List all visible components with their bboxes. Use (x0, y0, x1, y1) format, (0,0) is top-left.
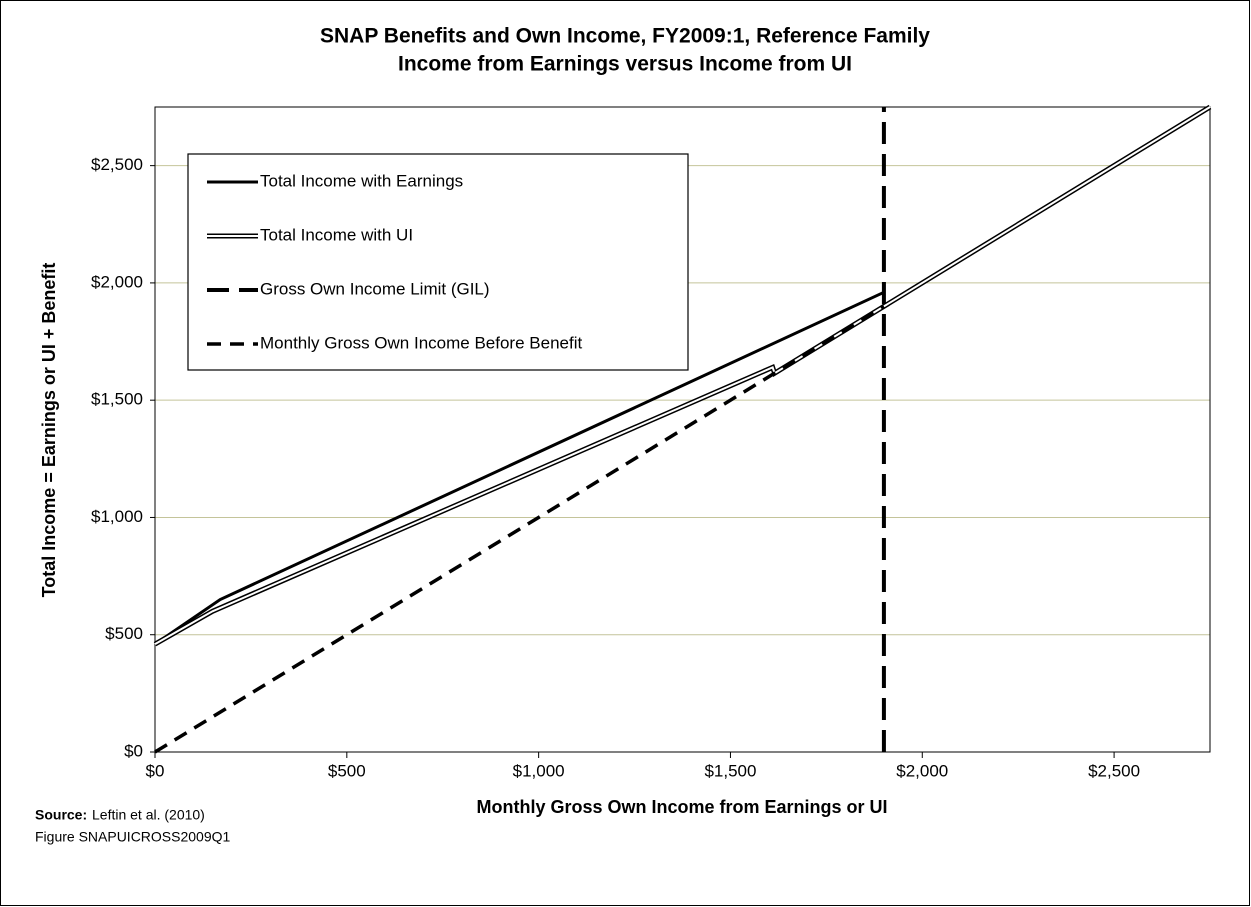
plot-border (154, 106, 1211, 753)
x-tick-label: $2,000 (896, 761, 948, 780)
source: Leftin et al. (2010) (92, 807, 205, 823)
y-tick-label: $500 (105, 624, 143, 643)
legend-label: Monthly Gross Own Income Before Benefit (260, 333, 582, 352)
legend-label: Total Income with UI (260, 225, 413, 244)
x-tick-label: $1,000 (513, 761, 565, 780)
source-label: Source: (35, 807, 87, 823)
y-axis-label: Total Income = Earnings or UI + Benefit (39, 263, 59, 598)
series-line-inner (154, 106, 1211, 645)
chart-subtitle: Income from Earnings versus Income from … (398, 53, 852, 76)
x-tick-label: $500 (328, 761, 366, 780)
series-line (154, 304, 885, 754)
legend (187, 153, 689, 371)
y-tick-label: $1,000 (91, 507, 143, 526)
x-tick-label: $2,500 (1088, 761, 1140, 780)
y-tick-label: $2,500 (91, 155, 143, 174)
chart-title: SNAP Benefits and Own Income, FY2009:1, … (320, 25, 930, 48)
figure-id: Figure SNAPUICROSS2009Q1 (35, 829, 231, 845)
y-tick-label: $2,000 (91, 272, 143, 291)
x-tick-label: $1,500 (704, 761, 756, 780)
x-axis-label: Monthly Gross Own Income from Earnings o… (476, 797, 887, 817)
y-tick-label: $1,500 (91, 390, 143, 409)
y-tick-label: $0 (124, 741, 143, 760)
legend-label: Gross Own Income Limit (GIL) (260, 279, 490, 298)
x-tick-label: $0 (146, 761, 165, 780)
legend-label: Total Income with Earnings (260, 171, 463, 190)
